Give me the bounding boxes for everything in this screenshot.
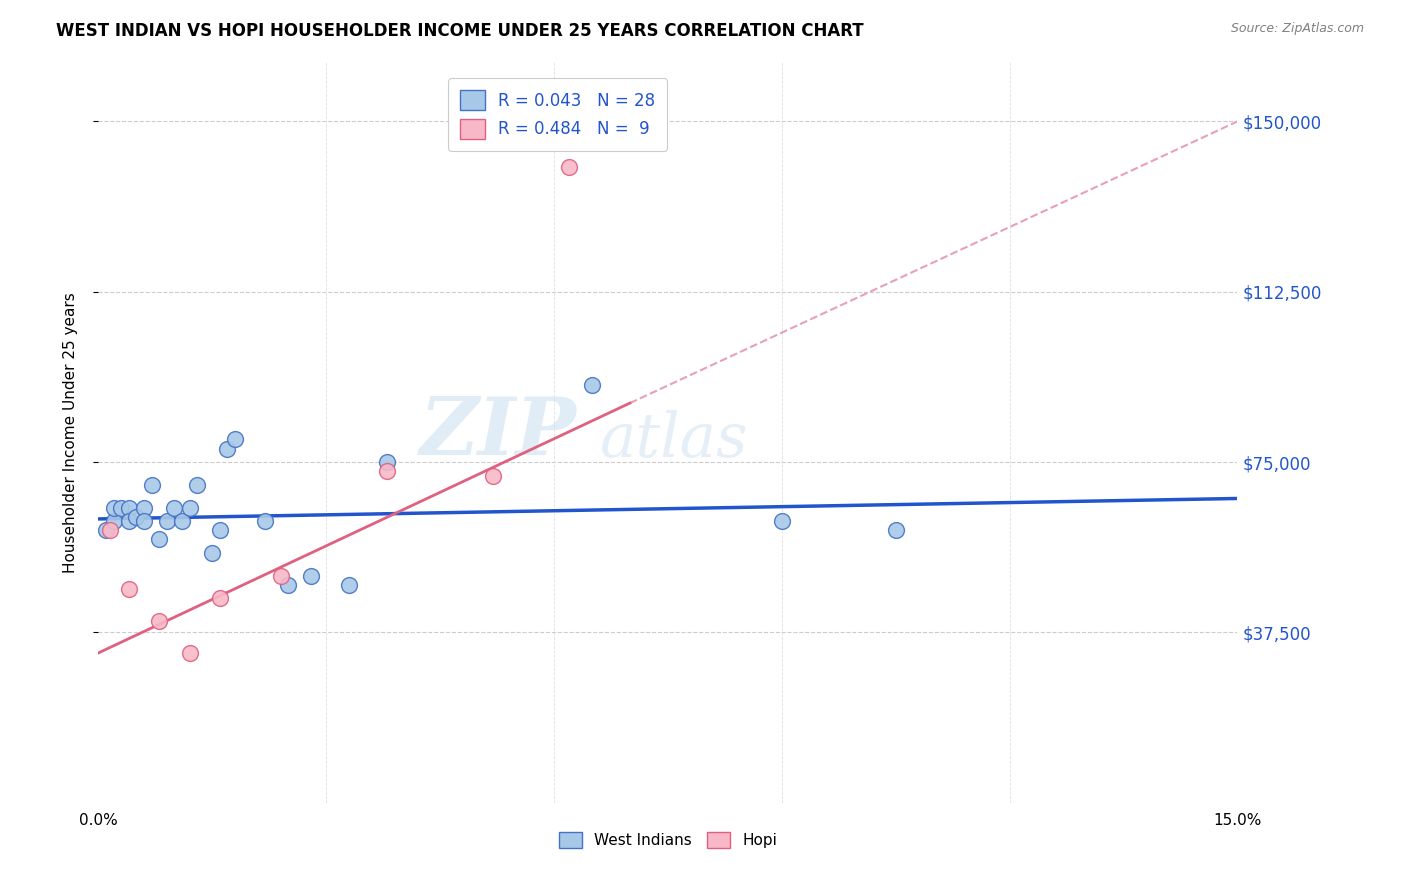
Point	[375, 455, 398, 469]
Point	[170, 514, 193, 528]
Point	[254, 514, 277, 528]
Point	[884, 523, 907, 537]
Point	[224, 433, 246, 447]
Text: WEST INDIAN VS HOPI HOUSEHOLDER INCOME UNDER 25 YEARS CORRELATION CHART: WEST INDIAN VS HOPI HOUSEHOLDER INCOME U…	[56, 22, 863, 40]
Point	[103, 514, 125, 528]
Point	[277, 578, 299, 592]
Point	[156, 514, 179, 528]
Point	[208, 591, 231, 606]
Point	[103, 500, 125, 515]
Point	[179, 500, 201, 515]
Point	[98, 523, 121, 537]
Point	[163, 500, 186, 515]
Point	[94, 523, 117, 537]
Point	[299, 568, 322, 582]
Text: Source: ZipAtlas.com: Source: ZipAtlas.com	[1230, 22, 1364, 36]
Point	[270, 568, 292, 582]
Point	[118, 582, 141, 597]
Point	[482, 468, 505, 483]
Point	[179, 646, 201, 660]
Point	[148, 533, 170, 547]
Point	[132, 514, 155, 528]
Point	[375, 464, 398, 478]
Y-axis label: Householder Income Under 25 years: Householder Income Under 25 years	[63, 293, 77, 573]
Point	[201, 546, 224, 560]
Point	[581, 378, 603, 392]
Point	[770, 514, 793, 528]
Point	[118, 514, 141, 528]
Text: ZIP: ZIP	[420, 394, 576, 471]
Point	[208, 523, 231, 537]
Point	[141, 478, 163, 492]
Point	[558, 160, 581, 174]
Point	[148, 614, 170, 628]
Point	[217, 442, 239, 456]
Point	[186, 478, 208, 492]
Point	[132, 500, 155, 515]
Point	[110, 500, 132, 515]
Point	[118, 500, 141, 515]
Point	[125, 509, 148, 524]
Point	[337, 578, 360, 592]
Text: atlas: atlas	[599, 410, 748, 470]
Legend: West Indians, Hopi: West Indians, Hopi	[553, 826, 783, 855]
